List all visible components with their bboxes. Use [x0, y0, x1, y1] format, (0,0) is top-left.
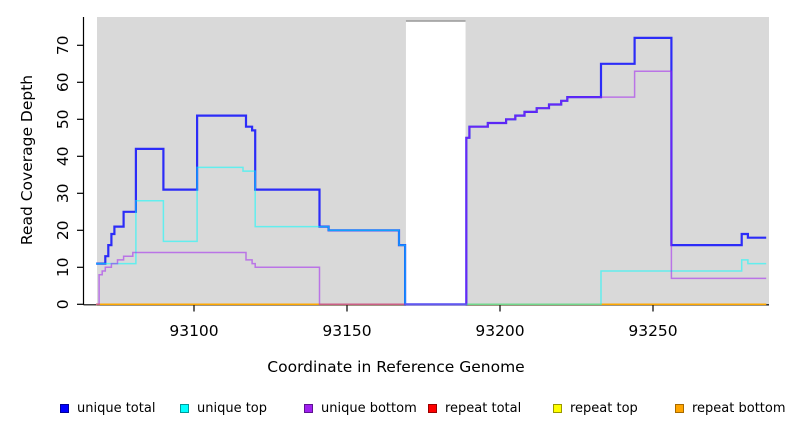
y-tick-label: 30: [54, 183, 72, 203]
y-tick-label: 50: [54, 109, 72, 129]
y-tick-label: 20: [54, 220, 72, 240]
y-tick-label: 0: [54, 299, 72, 309]
x-tick-label: 93150: [322, 322, 371, 340]
legend-label: unique total: [77, 400, 156, 416]
gap-region: [405, 21, 466, 306]
legend-label: repeat total: [445, 400, 522, 416]
series-unique-top: [96, 166, 767, 306]
x-tick-label: 93250: [628, 322, 677, 340]
legend-item-repeat-bottom: repeat bottom: [675, 399, 786, 417]
x-tick-label: 93200: [475, 322, 524, 340]
chart-legend: unique total unique top unique bottom repea…: [0, 399, 792, 419]
series-unique-bottom: [96, 70, 767, 306]
y-tick-label: 70: [54, 35, 72, 55]
x-tick-label: 93100: [169, 322, 218, 340]
y-tick-label: 60: [54, 72, 72, 92]
legend-label: repeat top: [570, 400, 638, 416]
legend-swatch-icon: [60, 403, 69, 413]
x-axis-title: Coordinate in Reference Genome: [267, 358, 525, 376]
legend-swatch-icon: [553, 403, 562, 413]
legend-item-repeat-top: repeat top: [553, 399, 638, 417]
y-tick-label: 10: [54, 257, 72, 277]
y-axis-title: Read Coverage Depth: [18, 74, 36, 246]
legend-swatch-icon: [675, 403, 684, 413]
y-tick-label: 40: [54, 146, 72, 166]
legend-label: unique top: [197, 400, 268, 416]
legend-item-unique-bottom: unique bottom: [304, 399, 417, 417]
legend-swatch-icon: [428, 403, 437, 413]
legend-item-unique-top: unique top: [180, 399, 267, 417]
legend-label: repeat bottom: [692, 400, 786, 416]
legend-item-repeat-total: repeat total: [428, 399, 521, 417]
legend-label: unique bottom: [321, 400, 417, 416]
legend-swatch-icon: [304, 403, 313, 413]
legend-swatch-icon: [180, 403, 189, 413]
legend-item-unique-total: unique total: [60, 399, 155, 417]
